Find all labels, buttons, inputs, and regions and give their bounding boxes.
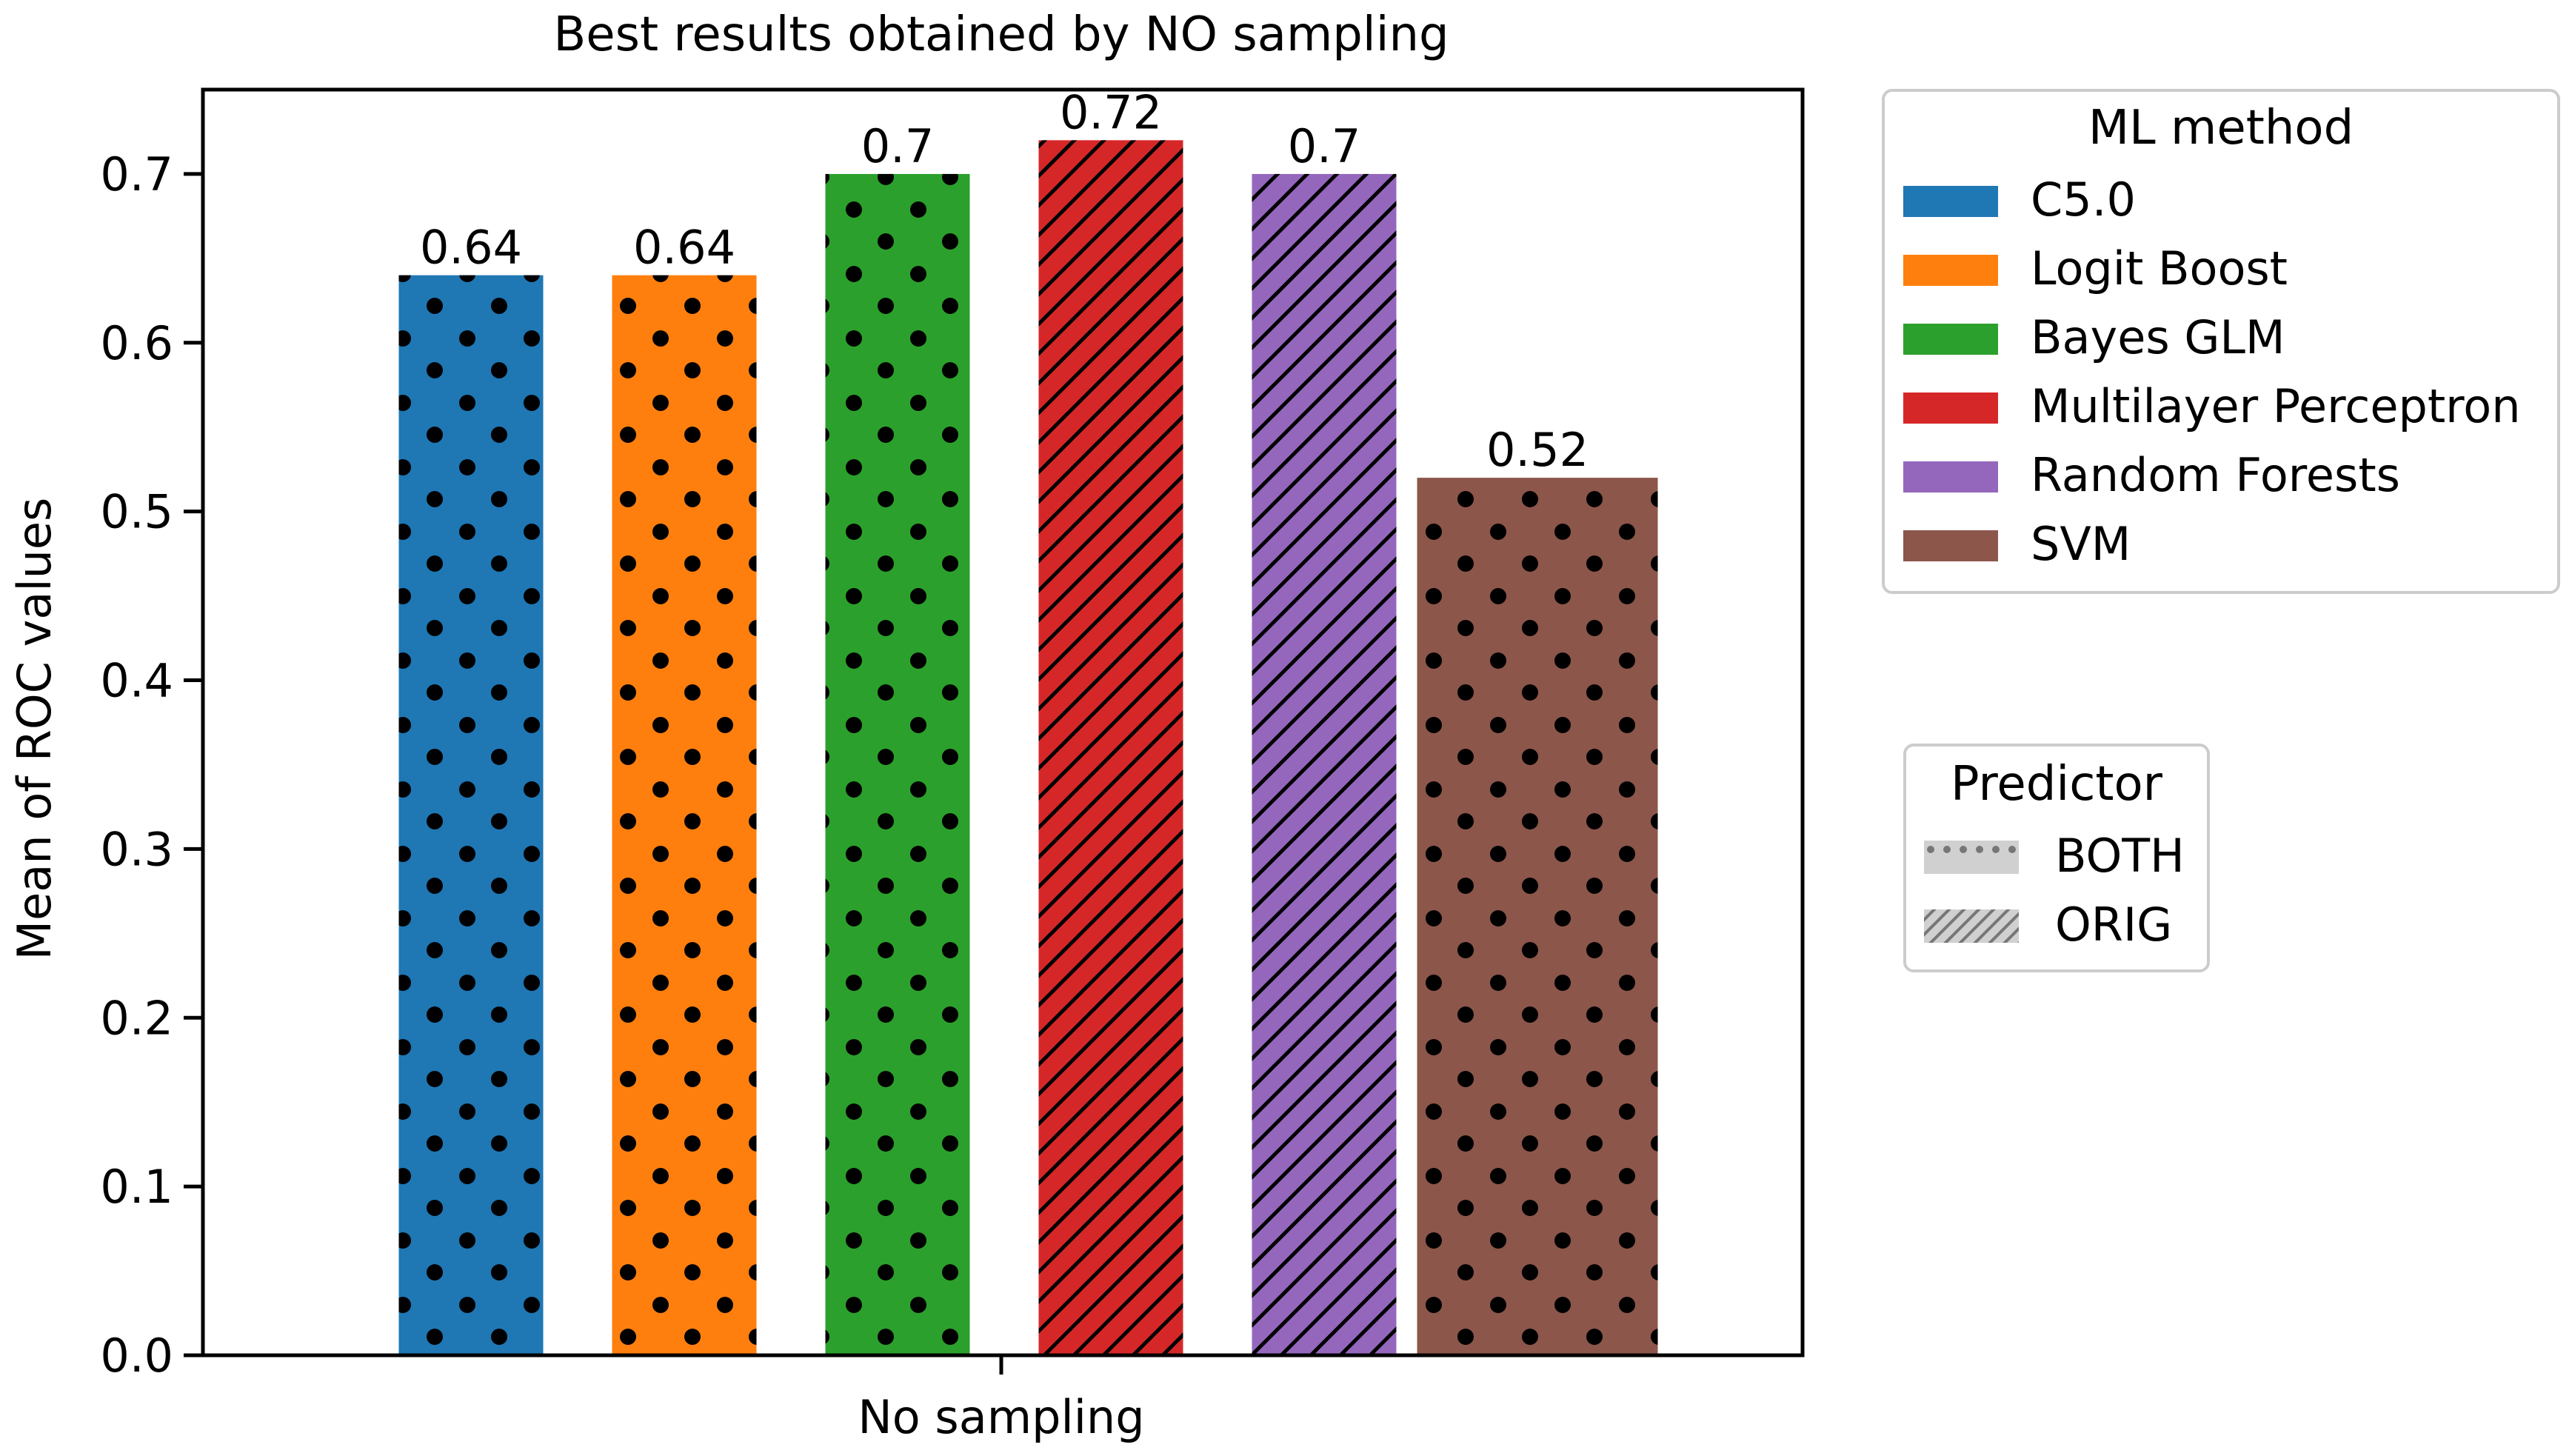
legend-predictor-title: Predictor <box>1951 757 2163 812</box>
bar-pattern-svm <box>1417 478 1658 1356</box>
legend-label-multilayer-perceptron: Multilayer Perceptron <box>2031 379 2521 433</box>
legend-ml-method: ML method C5.0 Logit Boost Bayes GLM Multil… <box>1882 89 2560 594</box>
y-tick-label: 0.5 <box>100 485 173 539</box>
legend-ml-method-title: ML method <box>2088 101 2354 156</box>
bars: 0.64 0.64 0.7 0.72 0.7 0.52 <box>398 85 1658 1356</box>
legend-label-orig: ORIG <box>2055 898 2172 952</box>
bar-pattern-multilayer-perceptron <box>1038 140 1183 1356</box>
legend-label-both: BOTH <box>2055 829 2185 883</box>
bar-pattern-logit-boost <box>612 275 757 1355</box>
legend-swatch-c5-0 <box>1903 186 1998 217</box>
bar-value-label-logit-boost: 0.64 <box>633 221 735 275</box>
bar-pattern-c5-0 <box>398 275 544 1355</box>
legend-label-bayes-glm: Bayes GLM <box>2031 310 2285 364</box>
y-axis: 0.0 0.1 0.2 0.3 0.4 0.5 0.6 0.7 <box>100 147 203 1383</box>
legend-predictor: Predictor BOTH ORIG <box>1903 744 2210 972</box>
legend-swatch-svm <box>1903 530 1998 561</box>
chart-title: Best results obtained by NO sampling <box>553 7 1449 62</box>
legend-label-logit-boost: Logit Boost <box>2031 241 2288 295</box>
x-tick-label: No sampling <box>858 1390 1144 1444</box>
y-tick-label: 0.1 <box>100 1160 173 1214</box>
bar-value-label-bayes-glm: 0.7 <box>861 119 935 173</box>
legend-label-c5-0: C5.0 <box>2031 173 2136 227</box>
y-tick-label: 0.6 <box>100 316 173 370</box>
bar-value-label-multilayer-perceptron: 0.72 <box>1060 85 1162 139</box>
y-tick-label: 0.4 <box>100 654 173 708</box>
legend-swatch-random-forests <box>1903 461 1998 492</box>
legend-swatch-orig <box>1924 909 2019 943</box>
legend-ml-method-frame <box>1882 89 2560 594</box>
y-tick-label: 0.3 <box>100 822 173 876</box>
legend-swatch-bayes-glm <box>1903 324 1998 355</box>
legend-swatch-multilayer-perceptron <box>1903 393 1998 424</box>
y-tick-label: 0.2 <box>100 991 173 1045</box>
bar-value-label-svm: 0.52 <box>1486 423 1589 477</box>
y-axis-label: Mean of ROC values <box>7 498 61 961</box>
legend-label-random-forests: Random Forests <box>2031 448 2400 502</box>
legend-swatch-both <box>1924 841 2019 874</box>
legend-swatch-logit-boost <box>1903 255 1998 286</box>
y-tick-label: 0.7 <box>100 147 173 201</box>
y-tick-label: 0.0 <box>100 1329 173 1383</box>
bar-value-label-random-forests: 0.7 <box>1288 119 1361 173</box>
legend-label-svm: SVM <box>2031 517 2131 571</box>
bar-pattern-random-forests <box>1252 173 1397 1355</box>
bar-value-label-c5-0: 0.64 <box>420 221 522 275</box>
bar-pattern-bayes-glm <box>825 173 970 1355</box>
